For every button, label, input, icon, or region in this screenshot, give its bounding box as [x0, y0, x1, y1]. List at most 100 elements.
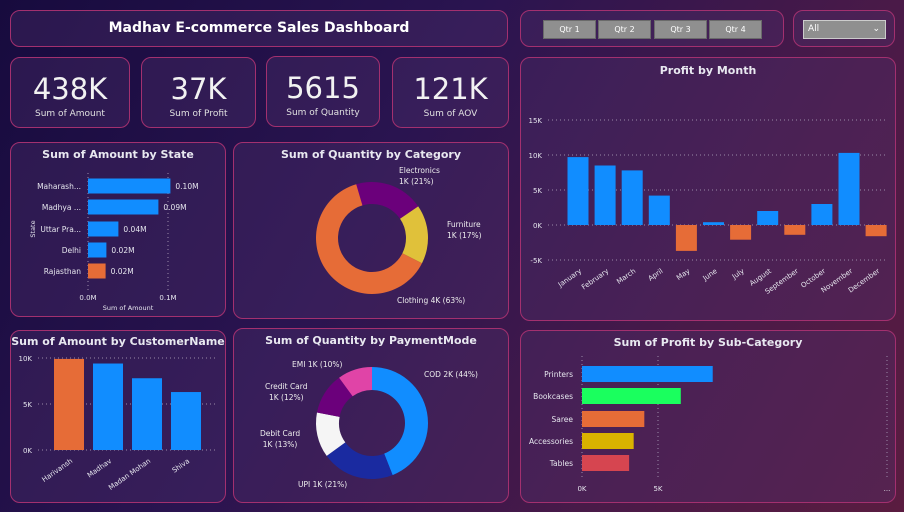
category-label: Rajasthan	[44, 267, 82, 276]
qtr2-button[interactable]: Qtr 2	[598, 20, 651, 39]
y-tick-label: 5K	[23, 401, 32, 409]
bar	[582, 455, 630, 471]
bar	[730, 225, 752, 240]
bar	[88, 242, 107, 258]
category-label: Tables	[549, 459, 573, 468]
qtr4-button[interactable]: Qtr 4	[709, 20, 762, 39]
x-tick-label: February	[580, 267, 610, 291]
data-label: COD 2K (44%)	[424, 369, 478, 380]
kpi-amount: 438K Sum of Amount	[10, 57, 130, 128]
data-label: Credit Card 1K (12%)	[265, 381, 307, 403]
chart-title: Sum of Quantity by Category	[280, 148, 462, 161]
bar	[171, 392, 201, 450]
donut-slice	[352, 182, 419, 219]
y-tick-label: -5K	[530, 257, 542, 265]
chevron-down-icon: ⌄	[872, 24, 880, 34]
data-label: 0.10M	[175, 182, 198, 191]
y-tick-label: 10K	[19, 355, 33, 363]
qtr3-button[interactable]: Qtr 3	[654, 20, 707, 39]
chart-canvas	[316, 182, 428, 294]
data-label: UPI 1K (21%)	[298, 479, 347, 490]
bar	[582, 433, 634, 449]
chart-title: Sum of Amount by State	[42, 148, 194, 161]
filter-dropdown[interactable]: All ⌄	[803, 20, 886, 39]
donut-slice	[400, 206, 428, 264]
kpi-value: 5615	[286, 71, 360, 105]
bar	[594, 165, 616, 225]
kpi-label: Sum of AOV	[423, 109, 478, 119]
kpi-value: 438K	[32, 72, 108, 106]
donut-slice	[372, 367, 428, 476]
category-label: Madhya ...	[42, 203, 81, 212]
data-label: 0.02M	[111, 267, 134, 276]
slice-label: Credit Card	[265, 382, 308, 391]
filter-slicer: All ⌄	[793, 10, 895, 47]
bar	[648, 195, 670, 225]
payment-chart: Sum of Quantity by PaymentMode COD 2K (4…	[233, 328, 509, 503]
dropdown-value: All	[808, 24, 820, 34]
slice-value: 1K (13%)	[262, 440, 298, 449]
bar	[93, 363, 123, 450]
slice-value: 4K (63%)	[430, 296, 466, 305]
slice-value: 1K (21%)	[399, 177, 434, 186]
bar	[88, 263, 106, 279]
kpi-quantity: 5615 Sum of Quantity	[266, 56, 380, 127]
slice-label: Electronics	[399, 166, 440, 175]
bar	[88, 199, 159, 215]
category-label: Uttar Pra...	[40, 225, 81, 234]
kpi-profit: 37K Sum of Profit	[141, 57, 256, 128]
x-tick-label: 0.1M	[159, 294, 176, 302]
bar	[582, 388, 681, 404]
profit-month-chart: 15K 10K 5K 0K -5K January February March April Ma…	[520, 57, 896, 321]
slice-label: Debit Card	[260, 429, 301, 438]
category-label: Delhi	[62, 246, 81, 255]
x-tick-label: January	[556, 267, 583, 289]
category-label: Saree	[551, 415, 573, 424]
data-label: 0.09M	[163, 203, 186, 212]
kpi-label: Sum of Amount	[35, 109, 105, 119]
kpi-value: 121K	[413, 72, 488, 106]
slice-value: 2K (44%)	[443, 370, 478, 379]
chart-canvas	[316, 367, 428, 479]
bar	[703, 222, 724, 225]
chart-title: Sum of Quantity by PaymentMode	[265, 334, 477, 347]
bar	[838, 152, 860, 225]
kpi-label: Sum of Profit	[169, 109, 228, 119]
bar	[811, 204, 833, 225]
data-label: Clothing 4K (63%)	[397, 295, 465, 306]
chart-title: Sum of Profit by Sub-Category	[613, 336, 803, 349]
qtr1-button[interactable]: Qtr 1	[543, 20, 596, 39]
bar	[865, 225, 887, 237]
donut-slice	[316, 412, 346, 456]
bar	[757, 211, 779, 225]
x-axis-title: Sum of Amount	[103, 304, 154, 312]
bar	[54, 358, 84, 450]
bar	[582, 411, 645, 427]
page-title: Madhav E-commerce Sales Dashboard	[108, 20, 410, 36]
data-label: 0.02M	[111, 246, 134, 255]
bar	[567, 157, 589, 225]
kpi-aov: 121K Sum of AOV	[392, 57, 509, 128]
category-label: Accessories	[529, 437, 573, 446]
x-tick-label: Madan Mohan	[107, 457, 152, 492]
category-label: Printers	[544, 370, 573, 379]
y-tick-label: 10K	[529, 152, 543, 160]
kpi-value: 37K	[170, 72, 227, 106]
chart-title: Profit by Month	[659, 64, 757, 77]
donut-slice	[316, 184, 422, 294]
quarter-slicer: Qtr 1 Qtr 2 Qtr 3 Qtr 4	[520, 10, 784, 47]
state-chart: 0.0M 0.1M Maharash... 0.10M Madhya ... 0.09M U…	[10, 142, 226, 317]
subcategory-chart: 0K 5K... Printers Bookcases Saree Accessories…	[520, 330, 896, 503]
kpi-label: Sum of Quantity	[286, 108, 360, 118]
x-tick-label: June	[701, 267, 719, 283]
y-tick-label: 5K	[533, 187, 542, 195]
data-label: Furniture 1K (17%)	[447, 219, 482, 241]
bar	[88, 221, 119, 237]
donut-slice	[339, 367, 372, 397]
chart-canvas: 0K 5K ... Printers Bookcases Saree Accessories…	[529, 356, 890, 493]
bar	[784, 225, 806, 235]
slice-value: 1K (21%)	[312, 480, 348, 489]
x-tick-label: July	[730, 267, 746, 281]
category-label: Bookcases	[533, 392, 573, 401]
